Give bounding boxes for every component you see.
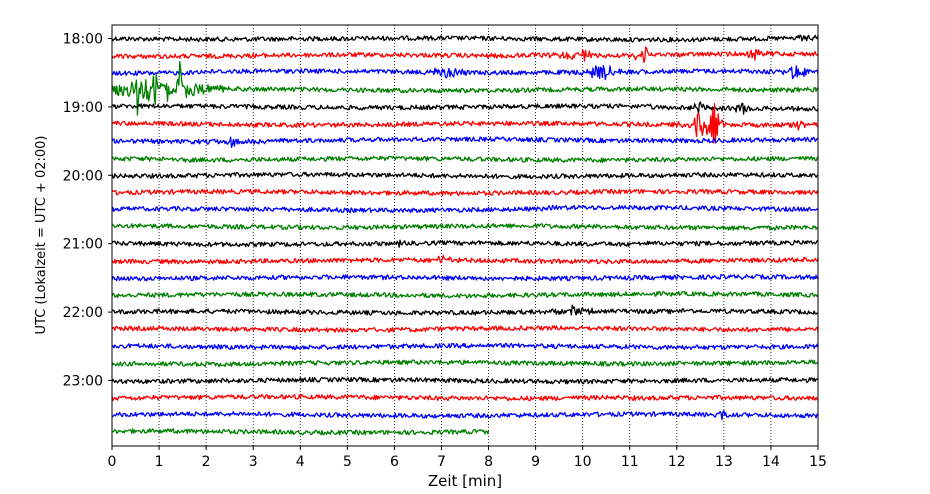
trace-row-9: [111, 188, 819, 197]
x-axis-label: Zeit [min]: [428, 472, 502, 490]
x-tick-label: 13: [715, 454, 733, 470]
y-axis-label: UTC (Lokalzeit = UTC + 02:00): [34, 136, 49, 335]
x-tick-label: 5: [343, 454, 352, 470]
trace-row-0: [111, 34, 819, 43]
y-tick-label: 20:00: [63, 168, 103, 184]
trace-row-3: [111, 61, 819, 116]
x-tick-label: 6: [390, 454, 399, 470]
plot-area: [112, 25, 818, 446]
trace-row-20: [111, 376, 819, 385]
x-tick-label: 9: [531, 454, 540, 470]
y-tick-label: 22:00: [63, 305, 103, 321]
y-axis: 18:00 19:00 20:00 21:00 22:00 23:00: [63, 32, 112, 390]
y-tick-label: 21:00: [63, 237, 103, 253]
trace-row-15: [111, 290, 819, 299]
trace-row-11: [111, 223, 819, 231]
x-tick-label: 11: [621, 454, 639, 470]
trace-row-16: [111, 304, 819, 316]
plot-frame: [111, 24, 819, 447]
trace-row-4: [111, 101, 819, 115]
x-axis: 0 1 2 3 4 5 6 7 8 9 10 11 12 13 14 15: [108, 446, 827, 470]
trace-row-18: [111, 342, 819, 351]
y-tick-label: 19:00: [63, 100, 103, 116]
x-tick-label: 4: [296, 454, 305, 470]
x-tick-label: 2: [202, 454, 211, 470]
trace-row-17: [111, 325, 819, 333]
x-tick-label: 3: [249, 454, 258, 470]
x-tick-label: 14: [762, 454, 780, 470]
x-tick-label: 12: [668, 454, 686, 470]
trace-row-10: [111, 204, 819, 214]
trace-row-5: [111, 102, 819, 144]
grid-lines: [158, 25, 772, 446]
trace-row-12: [111, 239, 819, 248]
x-tick-label: 15: [809, 454, 827, 470]
trace-row-19: [111, 359, 819, 368]
trace-row-21: [111, 393, 819, 402]
trace-row-23: [111, 428, 490, 436]
trace-row-2: [111, 64, 819, 81]
y-tick-label: 23:00: [63, 374, 103, 390]
x-tick-label: 8: [484, 454, 493, 470]
x-tick-label: 10: [574, 454, 592, 470]
trace-row-13: [111, 254, 819, 265]
trace-row-14: [111, 273, 819, 282]
x-tick-label: 7: [437, 454, 446, 470]
trace-row-8: [111, 171, 819, 180]
trace-row-7: [111, 155, 819, 163]
x-tick-label: 1: [155, 454, 164, 470]
trace-row-6: [111, 136, 819, 149]
trace-row-1: [111, 46, 819, 64]
trace-row-22: [111, 410, 819, 421]
traces-layer: [111, 34, 819, 436]
x-tick-label: 0: [108, 454, 117, 470]
y-tick-label: 18:00: [63, 32, 103, 48]
